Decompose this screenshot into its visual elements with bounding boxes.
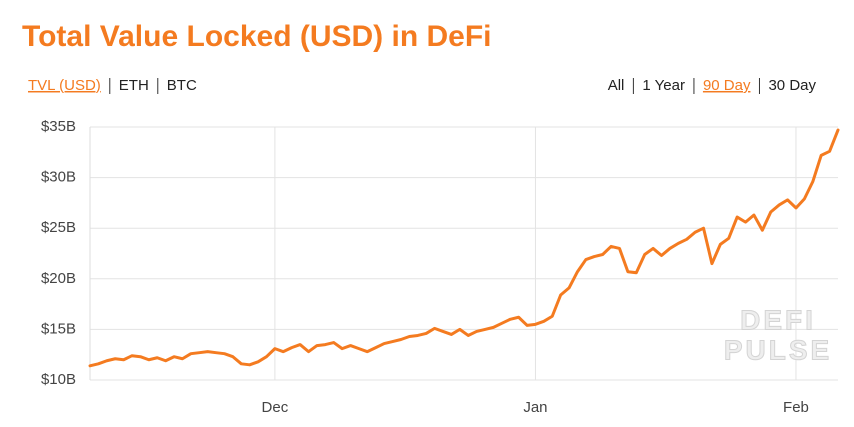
range-option[interactable]: 1 Year	[642, 77, 685, 94]
x-tick-label: Dec	[262, 399, 289, 416]
view-option[interactable]: ETH	[119, 77, 149, 94]
view-option[interactable]: TVL (USD)	[28, 77, 101, 94]
y-tick-label: $15B	[41, 320, 76, 337]
series-line	[88, 128, 840, 368]
x-tick-label: Feb	[783, 399, 809, 416]
watermark: PULSE	[724, 334, 832, 365]
y-tick-label: $30B	[41, 169, 76, 186]
range-option[interactable]: All	[608, 77, 625, 94]
y-tick-label: $35B	[41, 118, 76, 135]
range-option[interactable]: 90 Day	[703, 77, 751, 94]
y-tick-label: $10B	[41, 371, 76, 388]
x-tick-label: Jan	[523, 399, 547, 416]
view-option[interactable]: BTC	[167, 77, 197, 94]
chart-title: Total Value Locked (USD) in DeFi	[22, 20, 492, 53]
watermark: DEFI	[740, 304, 816, 335]
y-tick-label: $25B	[41, 219, 76, 236]
y-tick-label: $20B	[41, 270, 76, 287]
range-option[interactable]: 30 Day	[768, 77, 816, 94]
